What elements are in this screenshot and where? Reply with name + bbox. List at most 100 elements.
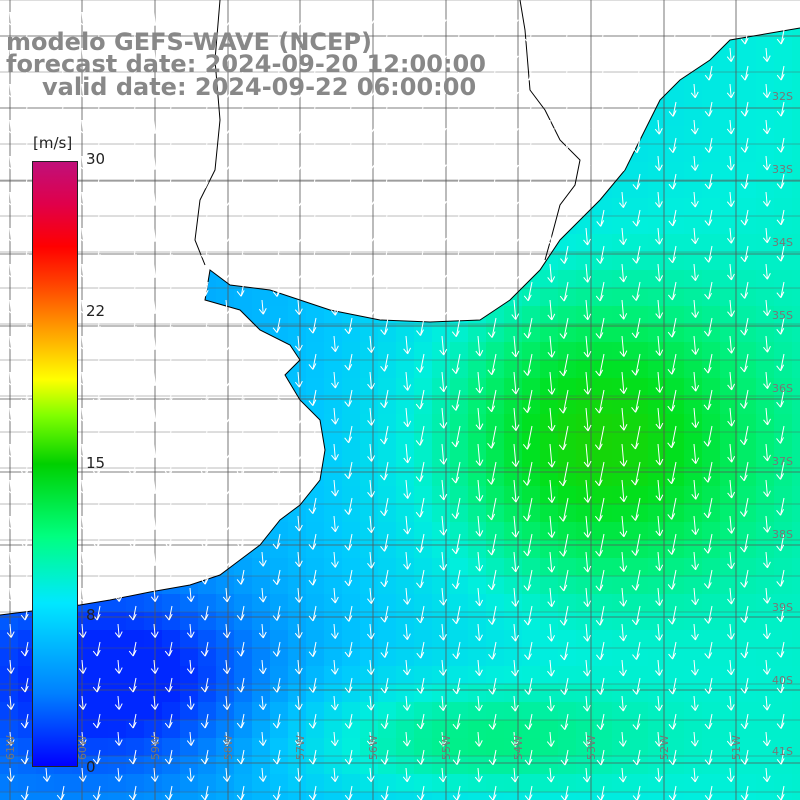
- wind-arrow: [416, 101, 425, 117]
- wind-cell: [684, 756, 702, 774]
- wind-cell: [486, 450, 504, 468]
- wind-cell: [702, 738, 720, 756]
- wind-cell: [306, 576, 324, 594]
- wind-arrow: [402, 191, 411, 208]
- wind-cell: [108, 720, 126, 738]
- wind-arrow: [439, 479, 448, 501]
- wind-arrow: [596, 641, 605, 661]
- wind-cell: [504, 306, 522, 324]
- wind-arrow: [294, 767, 303, 782]
- wind-arrow: [655, 515, 664, 537]
- wind-cell: [738, 648, 756, 666]
- wind-arrow: [294, 335, 303, 352]
- wind-arrow: [595, 389, 605, 414]
- wind-arrow: [582, 767, 591, 783]
- wind-cell: [450, 468, 468, 486]
- wind-arrow: [380, 317, 389, 335]
- wind-cell: [558, 306, 576, 324]
- wind-arrow: [150, 695, 159, 710]
- wind-cell: [738, 702, 756, 720]
- wind-arrow: [439, 407, 448, 429]
- wind-cell: [216, 612, 234, 630]
- wind-arrow: [42, 83, 51, 98]
- wind-cell: [378, 378, 396, 396]
- wind-arrow: [488, 173, 497, 190]
- lat-label: 35S: [772, 309, 793, 322]
- wind-arrow: [78, 587, 87, 602]
- wind-arrow: [667, 317, 677, 338]
- wind-arrow: [308, 137, 317, 153]
- wind-arrow: [511, 587, 520, 607]
- wind-cell: [396, 666, 414, 684]
- wind-arrow: [164, 461, 173, 477]
- wind-arrow: [452, 641, 461, 660]
- wind-cell: [414, 558, 432, 576]
- wind-cell: [738, 432, 756, 450]
- wind-cell: [558, 774, 576, 792]
- wind-cell: [684, 774, 702, 792]
- wind-cell: [270, 774, 288, 792]
- wind-cell: [504, 702, 522, 720]
- wind-arrow: [704, 209, 713, 226]
- wind-cell: [666, 486, 684, 504]
- wind-arrow: [222, 83, 231, 98]
- wind-cell: [450, 558, 468, 576]
- wind-cell: [126, 612, 144, 630]
- wind-arrow: [6, 587, 15, 602]
- wind-cell: [738, 234, 756, 252]
- wind-cell: [774, 684, 792, 702]
- wind-cell: [522, 684, 540, 702]
- wind-cell: [324, 468, 342, 486]
- wind-cell: [324, 648, 342, 666]
- wind-arrow: [668, 65, 677, 81]
- wind-arrow: [272, 677, 281, 693]
- wind-arrow: [452, 605, 461, 625]
- wind-arrow: [691, 623, 699, 641]
- wind-cell: [126, 630, 144, 648]
- wind-arrow: [488, 101, 497, 117]
- wind-cell: [522, 756, 540, 774]
- wind-cell: [450, 774, 468, 792]
- wind-cell: [522, 612, 540, 630]
- wind-arrow: [186, 443, 195, 459]
- wind-cell: [684, 396, 702, 414]
- wind-cell: [216, 288, 234, 306]
- wind-cell: [378, 540, 396, 558]
- wind-cell: [558, 342, 576, 360]
- wind-arrow: [380, 173, 389, 189]
- wind-arrow: [547, 191, 555, 209]
- wind-arrow: [258, 227, 267, 243]
- wind-cell: [774, 720, 792, 738]
- wind-arrow: [92, 677, 101, 693]
- wind-cell: [342, 738, 360, 756]
- wind-arrow: [294, 551, 303, 568]
- wind-arrow: [632, 713, 641, 730]
- lon-label: 51W: [730, 735, 743, 760]
- wind-cell: [270, 630, 288, 648]
- wind-arrow: [114, 767, 123, 782]
- wind-arrow: [654, 83, 663, 99]
- wind-arrow: [402, 767, 411, 783]
- wind-arrow: [583, 443, 592, 468]
- wind-arrow: [236, 209, 245, 225]
- wind-arrow: [740, 677, 749, 694]
- wind-arrow: [403, 515, 412, 535]
- wind-cell: [396, 738, 414, 756]
- lon-label: 54W: [512, 735, 525, 760]
- wind-arrow: [380, 533, 389, 552]
- wind-arrow: [560, 677, 569, 695]
- wind-cell: [468, 666, 486, 684]
- wind-arrow: [776, 425, 785, 444]
- wind-arrow: [186, 515, 195, 531]
- wind-arrow: [595, 281, 605, 302]
- wind-cell: [630, 486, 648, 504]
- wind-arrow: [222, 623, 231, 639]
- wind-arrow: [114, 695, 123, 710]
- wind-cell: [756, 648, 774, 666]
- wind-arrow: [546, 155, 555, 172]
- model-title: modelo GEFS-WAVE (NCEP): [6, 28, 372, 56]
- wind-cell: [756, 414, 774, 432]
- wind-cell: [414, 756, 432, 774]
- wind-arrow: [655, 551, 664, 572]
- wind-arrow: [690, 119, 699, 135]
